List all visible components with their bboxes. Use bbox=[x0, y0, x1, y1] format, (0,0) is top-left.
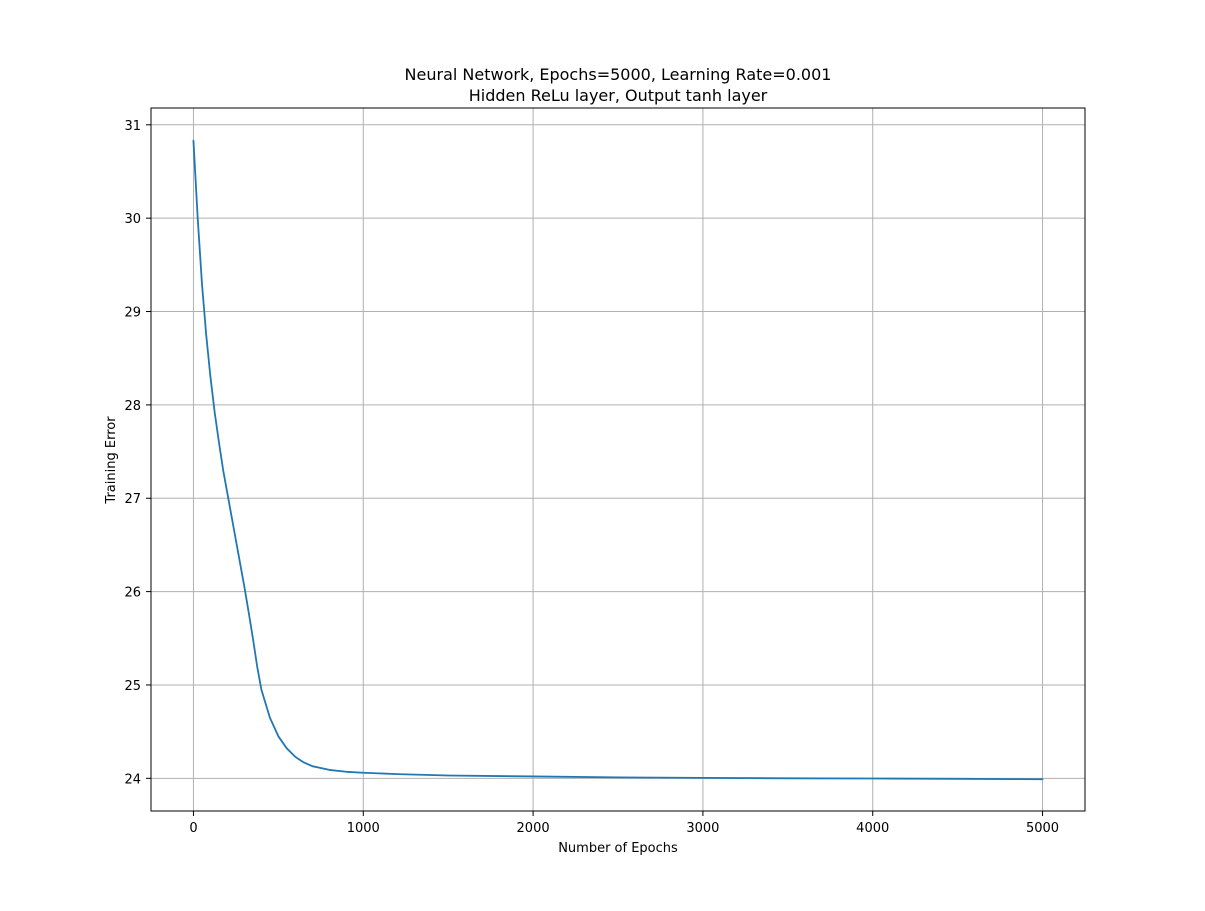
x-tick-label: 1000 bbox=[347, 821, 380, 836]
x-tick-label: 3000 bbox=[686, 821, 719, 836]
training-error-line bbox=[192, 139, 1044, 781]
y-tick-label: 26 bbox=[124, 586, 141, 601]
y-tick-label: 31 bbox=[124, 119, 141, 134]
y-tick-label: 25 bbox=[124, 679, 141, 694]
x-tick-label: 2000 bbox=[517, 821, 550, 836]
plot-frame bbox=[150, 107, 1086, 812]
y-axis-label: Training Error bbox=[104, 416, 119, 505]
tick-layer: 0 1000 2000 3000 4000 5000 24 25 26 27 28 29 30 31 bbox=[124, 119, 1059, 836]
y-tick-label: 27 bbox=[124, 492, 141, 507]
x-tick-label: 0 bbox=[189, 821, 197, 836]
series-layer bbox=[192, 139, 1044, 781]
x-tick-label: 4000 bbox=[856, 821, 889, 836]
grid-layer bbox=[151, 108, 1085, 811]
y-tick-label: 24 bbox=[124, 772, 141, 787]
chart-title: Neural Network, Epochs=5000, Learning Ra… bbox=[405, 65, 832, 84]
x-axis-label: Number of Epochs bbox=[558, 841, 678, 856]
y-tick-label: 30 bbox=[124, 212, 141, 227]
x-tick-label: 5000 bbox=[1026, 821, 1059, 836]
chart-subtitle: Hidden ReLu layer, Output tanh layer bbox=[469, 86, 768, 105]
y-tick-label: 29 bbox=[124, 306, 141, 321]
y-tick-label: 28 bbox=[124, 399, 141, 414]
